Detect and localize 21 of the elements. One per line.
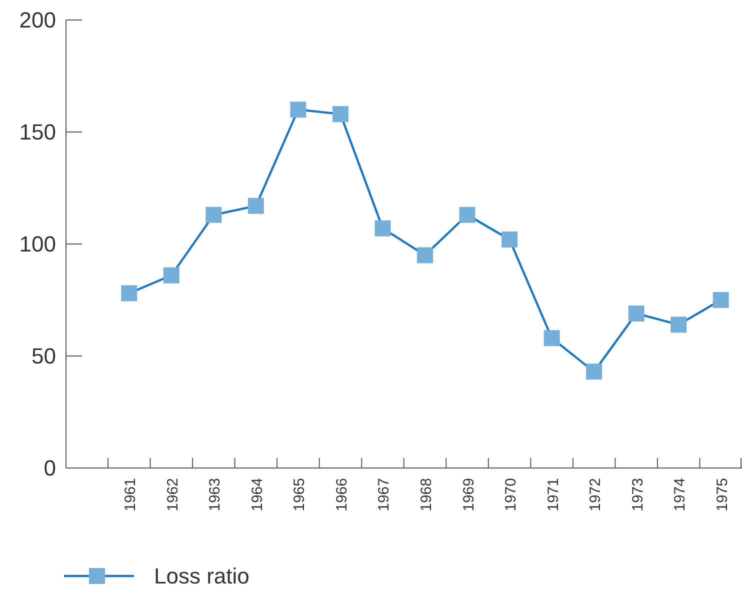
x-tick-label: 1973 [629,478,646,512]
x-tick-label: 1965 [291,478,308,512]
y-tick-label: 50 [32,344,56,369]
x-tick-label: 1961 [122,478,140,512]
x-tick-label: 1967 [376,478,393,512]
x-tick-label: 1971 [544,478,562,512]
x-tick-label: 1963 [206,478,224,512]
x-tick-label: 1974 [672,478,689,512]
legend-label: Loss ratio [154,564,250,589]
x-tick-label: 1968 [418,478,435,512]
x-tick-label: 1970 [502,478,520,512]
y-tick-label: 0 [44,456,56,481]
y-tick-label: 100 [19,232,56,257]
x-tick-label: 1962 [164,478,182,512]
x-tick-label: 1969 [460,478,478,512]
x-tick-label: 1975 [714,478,731,512]
y-tick-label: 150 [19,120,56,145]
y-tick-label: 200 [19,8,56,33]
x-tick-label: 1966 [333,478,350,512]
x-tick-label: 1972 [587,478,604,512]
x-tick-label: 1964 [248,478,266,512]
